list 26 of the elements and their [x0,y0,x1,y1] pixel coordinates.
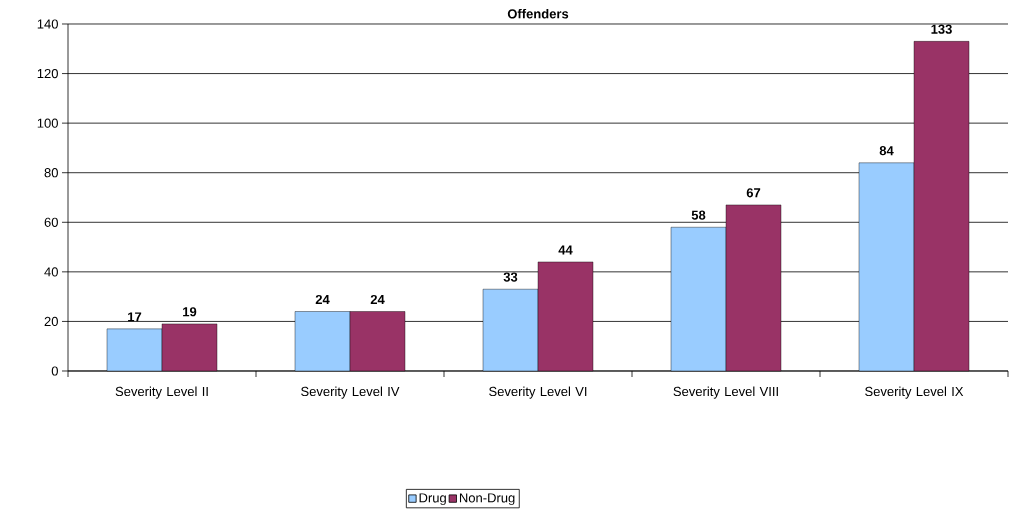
data-label: 58 [691,210,706,220]
y-tick-label: 140 [37,19,58,29]
data-label: 24 [315,294,330,304]
x-tick-label: Severity Level II [115,386,208,399]
data-label: 84 [879,146,894,156]
data-label: 67 [746,188,761,198]
data-label: 33 [503,272,518,282]
y-tick-label: 80 [44,168,58,178]
legend-label: Drug [419,493,446,506]
x-tick-label: Severity Level IV [301,386,400,399]
data-label: 24 [370,294,385,304]
y-tick-label: 40 [44,267,58,277]
data-label: 133 [931,24,952,34]
y-tick-label: 100 [37,118,58,128]
x-tick-label: Severity Level IX [865,386,964,399]
y-tick-label: 120 [37,68,58,79]
x-tick-label: Severity Level VI [489,386,587,399]
data-label: 19 [183,307,197,317]
x-tick-label: Severity Level VIII [673,386,778,399]
y-tick-label: 60 [44,217,58,227]
data-label: 17 [128,312,142,322]
legend-label: Non-Drug [459,493,515,506]
y-tick-label: 0 [51,366,58,376]
data-label: 44 [558,245,573,255]
y-tick-label: 20 [44,316,58,327]
chart-title: Offenders [507,8,569,19]
